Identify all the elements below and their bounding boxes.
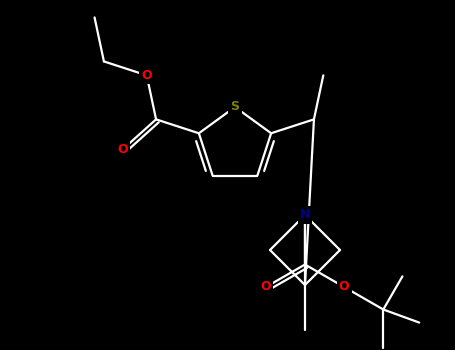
Text: N: N — [300, 209, 310, 222]
Text: O: O — [261, 280, 271, 294]
Text: O: O — [117, 143, 128, 156]
Text: O: O — [339, 280, 349, 294]
Text: S: S — [231, 100, 239, 113]
Text: O: O — [142, 69, 152, 82]
